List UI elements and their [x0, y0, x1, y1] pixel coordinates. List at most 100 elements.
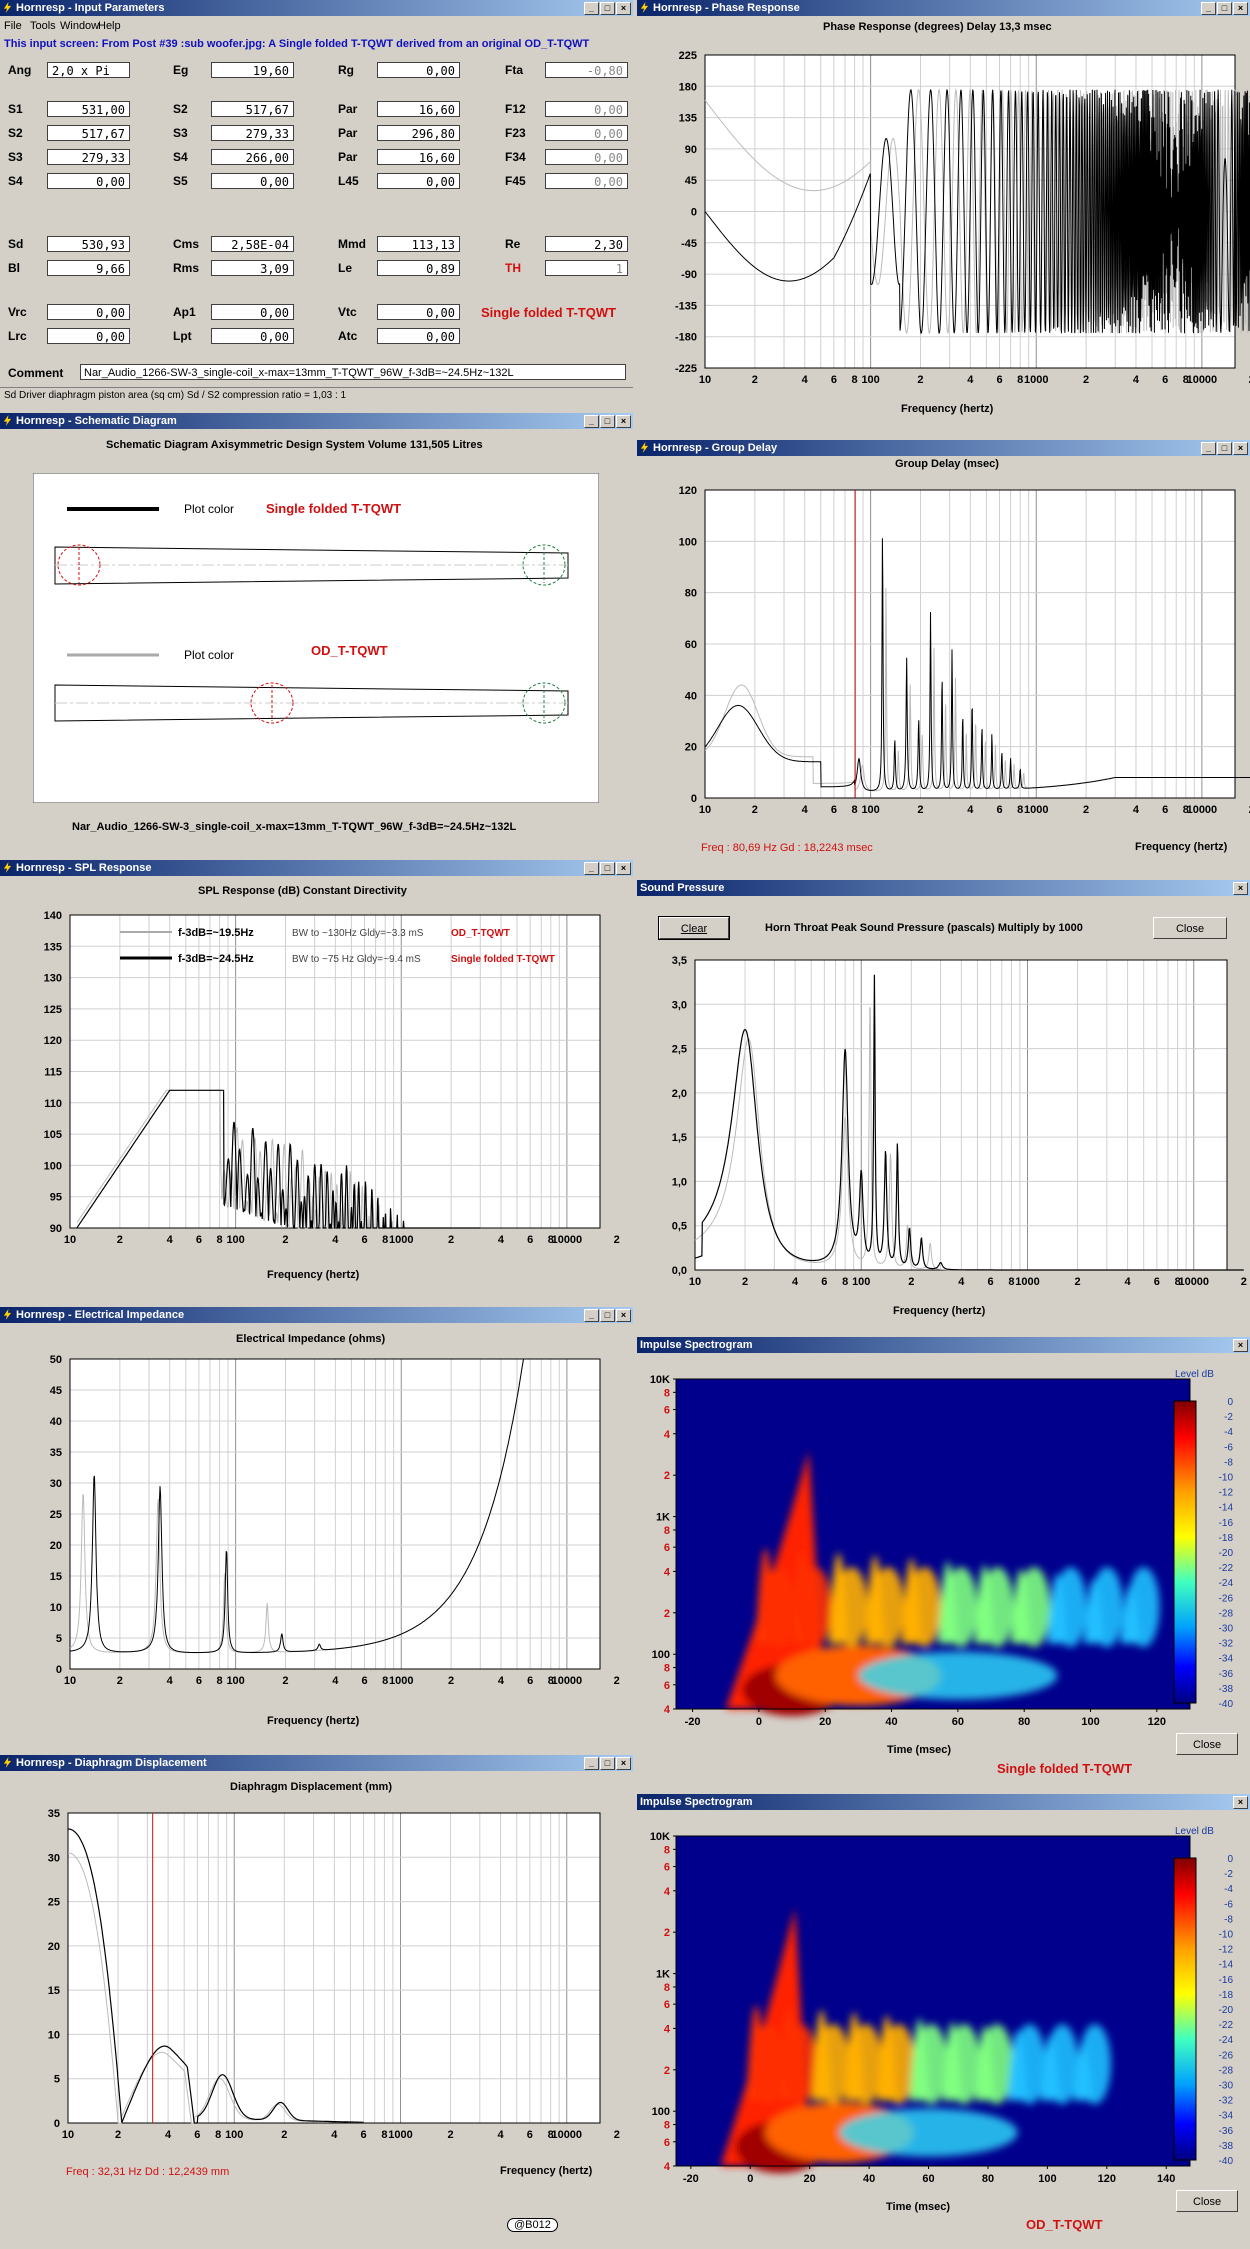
param-field-vtc[interactable]: 0,00: [377, 304, 460, 320]
close-button[interactable]: ×: [616, 2, 631, 15]
maximize-button[interactable]: □: [600, 415, 615, 428]
y-tick-label: 20: [685, 742, 697, 754]
param-field-vrc[interactable]: 0,00: [47, 304, 130, 320]
param-field-s4[interactable]: 0,00: [47, 173, 130, 189]
param-label-lrc: Lrc: [8, 329, 27, 343]
minimize-button[interactable]: _: [584, 1757, 599, 1770]
param-field-par[interactable]: 16,60: [377, 101, 460, 117]
input-title-bar[interactable]: Hornresp - Input Parameters _ □ ×: [0, 0, 633, 16]
maximize-button[interactable]: □: [600, 1309, 615, 1322]
param-field-cms[interactable]: 2,58E-04: [211, 236, 294, 252]
param-field-fta[interactable]: -0,80: [545, 62, 628, 78]
close-button[interactable]: ×: [616, 1309, 631, 1322]
menu-file[interactable]: File: [4, 20, 22, 32]
param-field-s5[interactable]: 0,00: [211, 173, 294, 189]
param-field-s4[interactable]: 266,00: [211, 149, 294, 165]
param-field-rg[interactable]: 0,00: [377, 62, 460, 78]
param-label-th: TH: [505, 261, 521, 275]
maximize-button[interactable]: □: [1217, 442, 1232, 455]
close-spectrogram-2-button[interactable]: Close: [1176, 2190, 1238, 2212]
spl-title-bar[interactable]: Hornresp - SPL Response _ □ ×: [0, 860, 633, 876]
param-field-f12[interactable]: 0,00: [545, 101, 628, 117]
close-sound-button[interactable]: Close: [1153, 917, 1227, 939]
displacement-title-bar[interactable]: Hornresp - Diaphragm Displacement _ □ ×: [0, 1755, 633, 1771]
close-button[interactable]: ×: [616, 1757, 631, 1770]
close-button[interactable]: ×: [1233, 442, 1248, 455]
param-field-l45[interactable]: 0,00: [377, 173, 460, 189]
sound-pressure-title-bar[interactable]: Sound Pressure ×: [637, 880, 1250, 896]
maximize-button[interactable]: □: [600, 2, 615, 15]
param-field-ap1[interactable]: 0,00: [211, 304, 294, 320]
menu-help[interactable]: Help: [98, 20, 121, 32]
param-field-s3[interactable]: 279,33: [211, 125, 294, 141]
spectrogram-1-title-bar[interactable]: Impulse Spectrogram ×: [637, 1337, 1250, 1353]
close-button[interactable]: ×: [1233, 1339, 1248, 1352]
close-spectrogram-1-button[interactable]: Close: [1176, 1733, 1238, 1755]
param-field-s2[interactable]: 517,67: [211, 101, 294, 117]
param-field-rms[interactable]: 3,09: [211, 260, 294, 276]
level-label: Level dB: [1175, 1826, 1214, 1837]
phase-title-bar[interactable]: Hornresp - Phase Response _ □ ×: [637, 0, 1250, 16]
param-field-th[interactable]: 1: [545, 260, 628, 276]
group-delay-title-bar[interactable]: Hornresp - Group Delay _ □ ×: [637, 440, 1250, 456]
menu-tools[interactable]: Tools: [30, 20, 56, 32]
level-color-bar: [1173, 1857, 1197, 2161]
param-field-bl[interactable]: 9,66: [47, 260, 130, 276]
param-field-le[interactable]: 0,89: [377, 260, 460, 276]
param-field-s2[interactable]: 517,67: [47, 125, 130, 141]
close-button[interactable]: ×: [1233, 1796, 1248, 1809]
minimize-button[interactable]: _: [1201, 2, 1216, 15]
minimize-button[interactable]: _: [584, 862, 599, 875]
resonance-lobe: [1046, 2024, 1079, 2105]
x-tick-label: 2: [1249, 374, 1250, 386]
minimize-button[interactable]: _: [584, 1309, 599, 1322]
param-field-sd[interactable]: 530,93: [47, 236, 130, 252]
param-field-par[interactable]: 296,80: [377, 125, 460, 141]
x-tick-label: 2: [614, 2129, 620, 2141]
resonance-lobe: [980, 2024, 1013, 2105]
param-field-atc[interactable]: 0,00: [377, 328, 460, 344]
close-button[interactable]: ×: [1233, 882, 1248, 895]
plot-color-label-2: Plot color: [184, 648, 235, 662]
param-field-lpt[interactable]: 0,00: [211, 328, 294, 344]
param-field-f34[interactable]: 0,00: [545, 149, 628, 165]
y-tick-label: 6: [664, 1862, 670, 1874]
y-tick-label: 130: [44, 973, 62, 985]
param-label-s1: S1: [8, 102, 23, 116]
y-tick-label: 8: [664, 1663, 670, 1675]
param-field-re[interactable]: 2,30: [545, 236, 628, 252]
param-field-eg[interactable]: 19,60: [211, 62, 294, 78]
param-field-f45[interactable]: 0,00: [545, 173, 628, 189]
param-label-lpt: Lpt: [173, 329, 192, 343]
impedance-title-bar[interactable]: Hornresp - Electrical Impedance _ □ ×: [0, 1307, 633, 1323]
maximize-button[interactable]: □: [600, 862, 615, 875]
level-tick-label: -28: [1219, 1608, 1234, 1619]
minimize-button[interactable]: _: [584, 2, 599, 15]
spectrogram-blobs: [725, 1450, 1160, 1716]
level-tick-label: -22: [1219, 1563, 1234, 1574]
y-tick-label: 115: [44, 1067, 62, 1079]
param-field-lrc[interactable]: 0,00: [47, 328, 130, 344]
menu-window[interactable]: Window: [60, 20, 100, 32]
x-tick-label: 2: [117, 1675, 123, 1687]
param-field-par[interactable]: 16,60: [377, 149, 460, 165]
param-field-ang[interactable]: 2,0 x Pi: [47, 62, 130, 78]
x-tick-label: 4: [167, 1675, 174, 1687]
param-field-s3[interactable]: 279,33: [47, 149, 130, 165]
maximize-button[interactable]: □: [600, 1757, 615, 1770]
minimize-button[interactable]: _: [1201, 442, 1216, 455]
x-tick-label: 2: [448, 1234, 454, 1246]
comment-field[interactable]: Nar_Audio_1266-SW-3_single-coil_x-max=13…: [80, 364, 626, 380]
close-button[interactable]: ×: [616, 415, 631, 428]
param-field-f23[interactable]: 0,00: [545, 125, 628, 141]
maximize-button[interactable]: □: [1217, 2, 1232, 15]
param-field-s1[interactable]: 531,00: [47, 101, 130, 117]
clear-button[interactable]: Clear: [658, 916, 730, 940]
menu-bar: File Tools Window Help: [0, 18, 633, 34]
close-button[interactable]: ×: [1233, 2, 1248, 15]
close-button[interactable]: ×: [616, 862, 631, 875]
param-field-mmd[interactable]: 113,13: [377, 236, 460, 252]
spectrogram-2-title-bar[interactable]: Impulse Spectrogram ×: [637, 1794, 1250, 1810]
schematic-title-bar[interactable]: Hornresp - Schematic Diagram _ □ ×: [0, 413, 633, 429]
minimize-button[interactable]: _: [584, 415, 599, 428]
